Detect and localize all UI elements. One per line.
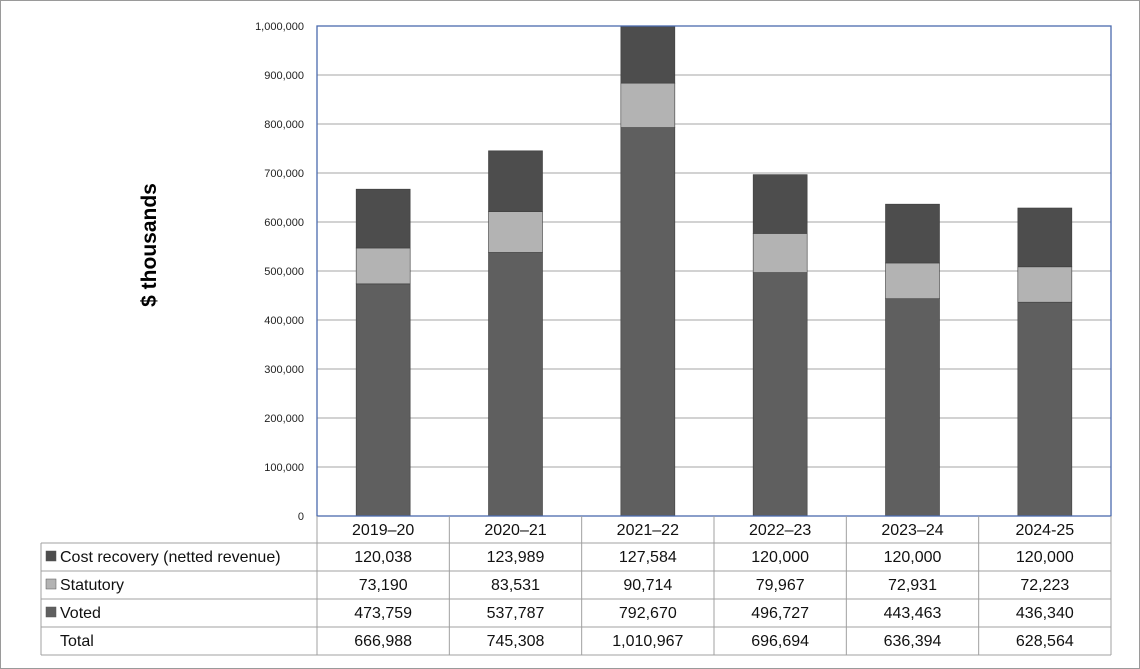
bar-segment-voted-3 xyxy=(752,272,808,517)
bar-segment-cost-2 xyxy=(620,25,676,84)
bar-segment-statutory-4 xyxy=(885,262,940,300)
total-value: 696,694 xyxy=(751,633,809,650)
legend-label: Voted xyxy=(60,605,101,622)
bar-segment-cost-5 xyxy=(1017,207,1073,268)
y-tick-label: 600,000 xyxy=(264,217,304,229)
data-label: 90,714 xyxy=(623,577,672,594)
bar-segment-cost-1 xyxy=(488,150,543,212)
data-label: 473,759 xyxy=(354,605,412,622)
data-label: 79,967 xyxy=(756,577,805,594)
bar-segment-voted-4 xyxy=(885,298,940,517)
data-label: 83,531 xyxy=(491,577,540,594)
data-label: 73,190 xyxy=(359,577,408,594)
data-label: 123,989 xyxy=(487,549,545,566)
bar-segment-cost-4 xyxy=(885,203,940,264)
x-tick-label: 2022–23 xyxy=(749,522,811,539)
data-label: 792,670 xyxy=(619,605,677,622)
y-tick-label: 900,000 xyxy=(264,70,304,82)
x-tick-label: 2021–22 xyxy=(617,522,679,539)
y-tick-label: 100,000 xyxy=(264,462,304,474)
data-label: 120,000 xyxy=(884,549,942,566)
x-tick-label: 2019–20 xyxy=(352,522,414,539)
bar-segment-cost-3 xyxy=(752,174,808,234)
x-tick-label: 2023–24 xyxy=(881,522,943,539)
x-tick-label: 2020–21 xyxy=(484,522,546,539)
data-label: 127,584 xyxy=(619,549,677,566)
y-tick-label: 700,000 xyxy=(264,168,304,180)
bar-segment-voted-0 xyxy=(355,283,411,517)
y-tick-label: 0 xyxy=(298,511,304,523)
bar-segment-voted-5 xyxy=(1017,301,1073,517)
x-tick-label: 2024-25 xyxy=(1015,522,1074,539)
data-label: 496,727 xyxy=(751,605,809,622)
bar-segment-statutory-3 xyxy=(752,233,808,273)
total-label: Total xyxy=(60,633,94,650)
legend-label: Statutory xyxy=(60,577,124,594)
legend-label: Cost recovery (netted revenue) xyxy=(60,549,281,566)
data-label: 120,000 xyxy=(1016,549,1074,566)
data-label: 120,000 xyxy=(751,549,809,566)
legend-key-statutory xyxy=(45,578,57,590)
y-axis-label: $ thousands xyxy=(138,183,161,307)
data-label: 120,038 xyxy=(354,549,412,566)
y-tick-label: 400,000 xyxy=(264,315,304,327)
y-tick-label: 1,000,000 xyxy=(255,21,304,33)
data-label: 537,787 xyxy=(487,605,545,622)
bar-segment-statutory-1 xyxy=(488,211,543,253)
bar-segment-statutory-2 xyxy=(620,82,676,128)
bar-segment-voted-2 xyxy=(620,127,676,517)
legend-key-voted xyxy=(45,606,57,618)
bar-segment-cost-0 xyxy=(355,188,411,249)
y-tick-label: 200,000 xyxy=(264,413,304,425)
data-label: 72,931 xyxy=(888,577,937,594)
total-value: 628,564 xyxy=(1016,633,1074,650)
bar-segment-statutory-0 xyxy=(355,247,411,285)
y-tick-label: 300,000 xyxy=(264,364,304,376)
y-tick-label: 800,000 xyxy=(264,119,304,131)
data-label: 443,463 xyxy=(884,605,942,622)
bar-segment-voted-1 xyxy=(488,252,543,517)
total-value: 1,010,967 xyxy=(612,633,683,650)
total-value: 666,988 xyxy=(354,633,412,650)
data-label: 72,223 xyxy=(1020,577,1069,594)
legend-key-cost xyxy=(45,550,57,562)
y-tick-label: 500,000 xyxy=(264,266,304,278)
total-value: 636,394 xyxy=(884,633,942,650)
data-label: 436,340 xyxy=(1016,605,1074,622)
total-value: 745,308 xyxy=(487,633,545,650)
bar-segment-statutory-5 xyxy=(1017,266,1073,303)
